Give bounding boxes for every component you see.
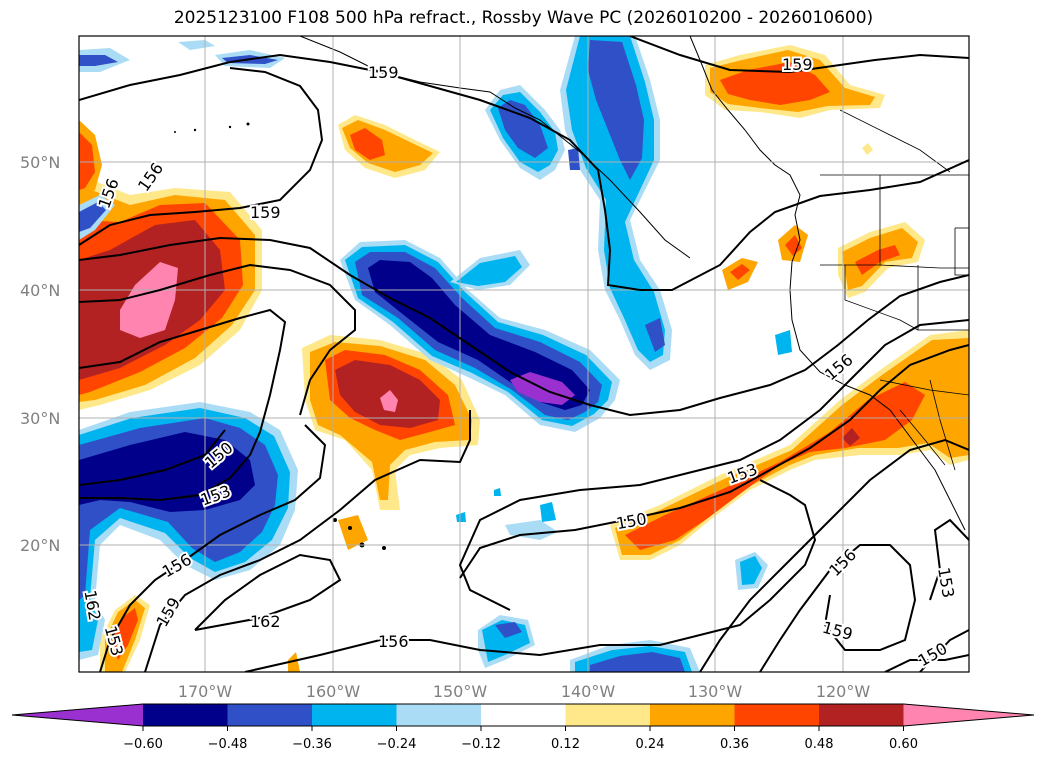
anomaly-positive-north — [338, 115, 440, 178]
colorbar-tick-label: −0.36 — [292, 737, 332, 752]
map-area: 159 159 156 159 162 156 150 153 156 159 … — [79, 36, 969, 672]
colorbar-segment — [143, 704, 228, 726]
colorbar-segment — [227, 704, 313, 726]
colorbar-tick-label: 0.12 — [551, 737, 580, 752]
anomaly-positive-northeast — [705, 45, 885, 118]
lon-tick-label: 150°W — [433, 682, 488, 701]
lat-tick-label: 50°N — [20, 153, 60, 172]
contour-label: 156 — [378, 632, 409, 651]
anomaly-negative-south — [456, 330, 792, 672]
colorbar-tick-label: 0.60 — [889, 737, 918, 752]
lon-tick-label: 120°W — [816, 682, 871, 701]
lat-tick-label: 40°N — [20, 281, 60, 300]
anomaly-positive-west — [79, 175, 262, 410]
chart-title: 2025123100 F108 500 hPa refract., Rossby… — [173, 8, 874, 28]
height-contours — [79, 36, 969, 672]
colorbar-tick-label: −0.48 — [208, 737, 248, 752]
lat-tick-label: 30°N — [20, 409, 60, 428]
colorbar-segment — [396, 704, 482, 726]
anomaly-positive-leftedge — [79, 120, 102, 198]
colorbar: −0.60 −0.48 −0.36 −0.24 −0.12 0.12 0.24 0.36 0.4… — [11, 703, 1035, 752]
colorbar-tick-label: 0.36 — [720, 737, 749, 752]
map-frame — [78, 35, 970, 673]
lon-tick-label: 160°W — [306, 682, 361, 701]
lat-axis: 50°N 40°N 30°N 20°N — [20, 153, 60, 555]
contour-label: 159 — [368, 63, 399, 82]
colorbar-segment — [565, 704, 651, 726]
lon-tick-label: 170°W — [178, 682, 233, 701]
colorbar-segment — [819, 704, 904, 726]
contour-label: 150 — [615, 509, 648, 533]
colorbar-tick-label: −0.12 — [461, 737, 501, 752]
lat-tick-label: 20°N — [20, 536, 60, 555]
anomaly-positive-southwest — [100, 515, 368, 672]
colorbar-segment — [481, 704, 566, 726]
colorbar-tick-label: −0.24 — [377, 737, 417, 752]
contour-label: 159 — [782, 55, 813, 74]
colorbar-segment — [650, 704, 735, 726]
colorbar-segment — [734, 704, 820, 726]
colorbar-tick-label: 0.24 — [636, 737, 665, 752]
colorbar-segment — [312, 704, 397, 726]
contour-label: 159 — [250, 203, 281, 222]
colorbar-extend-high — [903, 704, 1034, 726]
colorbar-tick-label: 0.48 — [805, 737, 834, 752]
contour-label: 162 — [250, 612, 281, 631]
anomaly-positive-westus — [722, 143, 925, 298]
lon-tick-label: 140°W — [561, 682, 616, 701]
gridlines — [79, 36, 969, 672]
lon-tick-label: 130°W — [688, 682, 743, 701]
colorbar-extend-low — [12, 704, 143, 726]
lon-axis: 170°W 160°W 150°W 140°W 130°W 120°W — [178, 682, 871, 701]
colorbar-tick-label: −0.60 — [123, 737, 163, 752]
